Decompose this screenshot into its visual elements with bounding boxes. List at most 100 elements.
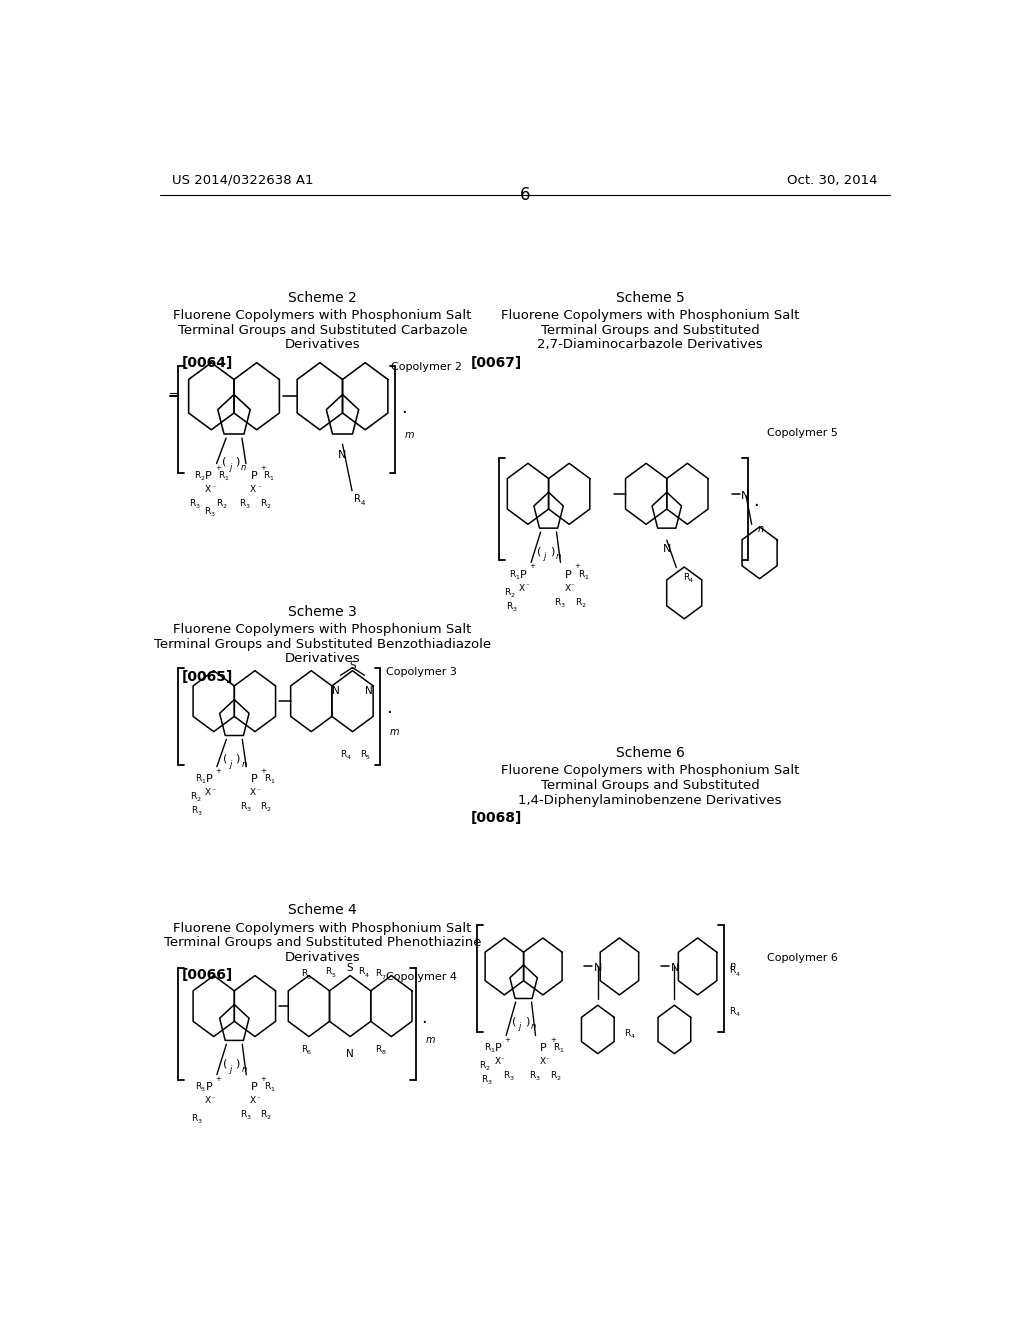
Text: 6: 6 <box>307 1049 311 1055</box>
Text: R: R <box>188 499 195 508</box>
Text: ⁻: ⁻ <box>258 484 261 491</box>
Text: Copolymer 2: Copolymer 2 <box>391 362 463 372</box>
Text: 4: 4 <box>689 578 693 582</box>
Text: 3: 3 <box>246 1115 250 1121</box>
Text: .: . <box>422 1008 427 1027</box>
Text: +: + <box>215 768 221 774</box>
Text: R: R <box>263 471 269 479</box>
Text: ⁻: ⁻ <box>501 1057 505 1063</box>
Text: R: R <box>359 750 366 759</box>
Text: S: S <box>347 964 353 973</box>
Text: Oct. 30, 2014: Oct. 30, 2014 <box>787 174 878 186</box>
Text: R: R <box>504 587 510 597</box>
Text: [0068]: [0068] <box>471 810 522 825</box>
Text: P: P <box>565 569 571 579</box>
Text: 4: 4 <box>631 1034 634 1039</box>
Text: +: + <box>550 1036 556 1043</box>
Text: R: R <box>191 1114 198 1123</box>
Text: 2: 2 <box>556 1076 560 1081</box>
Text: ⁻: ⁻ <box>257 788 260 795</box>
Text: m: m <box>426 1035 435 1044</box>
Text: R: R <box>240 499 246 508</box>
Text: (: ( <box>512 1016 516 1026</box>
Text: 3: 3 <box>198 1119 202 1125</box>
Text: (: ( <box>222 457 226 466</box>
Text: N: N <box>741 491 750 500</box>
Text: 1: 1 <box>559 1048 563 1053</box>
Text: 2: 2 <box>201 475 205 480</box>
Text: P: P <box>495 1043 502 1052</box>
Text: Fluorene Copolymers with Phosphonium Salt: Fluorene Copolymers with Phosphonium Sal… <box>173 309 472 322</box>
Text: (: ( <box>222 754 227 763</box>
Text: (: ( <box>537 546 542 556</box>
Text: 6: 6 <box>307 974 311 979</box>
Text: R: R <box>191 807 198 816</box>
Text: n: n <box>242 1064 247 1073</box>
Text: 2: 2 <box>485 1067 489 1071</box>
Text: Copolymer 6: Copolymer 6 <box>767 953 838 964</box>
Text: R: R <box>529 1071 536 1080</box>
Text: R: R <box>260 1110 267 1119</box>
Text: n: n <box>757 524 763 535</box>
Text: ⁻: ⁻ <box>546 1057 550 1063</box>
Text: X: X <box>495 1057 501 1065</box>
Text: R: R <box>264 774 270 783</box>
Text: j: j <box>229 462 232 471</box>
Text: R: R <box>240 1110 246 1119</box>
Text: 3: 3 <box>536 1076 540 1081</box>
Text: P: P <box>251 1082 258 1092</box>
Text: 5: 5 <box>366 755 370 760</box>
Text: X: X <box>250 1096 256 1105</box>
Text: Fluorene Copolymers with Phosphonium Salt: Fluorene Copolymers with Phosphonium Sal… <box>501 309 800 322</box>
Text: 3: 3 <box>210 512 214 517</box>
Text: 4: 4 <box>735 1012 739 1018</box>
Text: n: n <box>555 552 561 561</box>
Text: j: j <box>230 759 232 768</box>
Text: P: P <box>251 471 257 480</box>
Text: 2: 2 <box>223 504 227 510</box>
Text: R: R <box>189 792 197 801</box>
Text: +: + <box>529 564 536 569</box>
Text: Scheme 3: Scheme 3 <box>288 605 356 619</box>
Text: Scheme 2: Scheme 2 <box>288 290 356 305</box>
Text: m: m <box>404 430 415 440</box>
Text: .: . <box>386 700 391 717</box>
Text: 3: 3 <box>246 504 250 510</box>
Text: R: R <box>506 602 512 611</box>
Text: +: + <box>260 465 266 471</box>
Text: 3: 3 <box>196 504 199 510</box>
Text: j: j <box>544 552 547 561</box>
Text: R: R <box>503 1071 509 1080</box>
Text: +: + <box>260 768 266 774</box>
Text: 4: 4 <box>347 755 351 760</box>
Text: Scheme 5: Scheme 5 <box>615 290 685 305</box>
Text: R: R <box>729 1007 735 1016</box>
Text: ⁻: ⁻ <box>211 788 215 795</box>
Text: 1: 1 <box>269 475 273 480</box>
Text: Terminal Groups and Substituted: Terminal Groups and Substituted <box>541 779 760 792</box>
Text: 5: 5 <box>332 973 336 978</box>
Text: 2: 2 <box>267 1115 271 1121</box>
Text: ): ) <box>234 457 240 466</box>
Text: R: R <box>683 573 689 582</box>
Text: R: R <box>326 968 332 977</box>
Text: X: X <box>564 583 570 593</box>
Text: P: P <box>251 774 258 784</box>
Text: 3: 3 <box>487 1080 492 1085</box>
Text: n: n <box>530 1022 536 1031</box>
Text: R: R <box>484 1043 490 1052</box>
Text: ⁻: ⁻ <box>211 1096 215 1102</box>
Text: 4: 4 <box>735 972 739 977</box>
Text: ⁻: ⁻ <box>570 583 574 590</box>
Text: j: j <box>519 1022 521 1031</box>
Text: [0064]: [0064] <box>182 355 233 370</box>
Text: R: R <box>195 1082 201 1090</box>
Text: Scheme 4: Scheme 4 <box>288 903 356 917</box>
Text: R: R <box>375 1044 381 1053</box>
Text: R: R <box>218 471 224 479</box>
Text: P: P <box>540 1043 547 1052</box>
Text: 3: 3 <box>512 607 516 612</box>
Text: R: R <box>216 499 223 508</box>
Text: 2,7-Diaminocarbazole Derivatives: 2,7-Diaminocarbazole Derivatives <box>538 338 763 351</box>
Text: 2: 2 <box>266 504 270 510</box>
